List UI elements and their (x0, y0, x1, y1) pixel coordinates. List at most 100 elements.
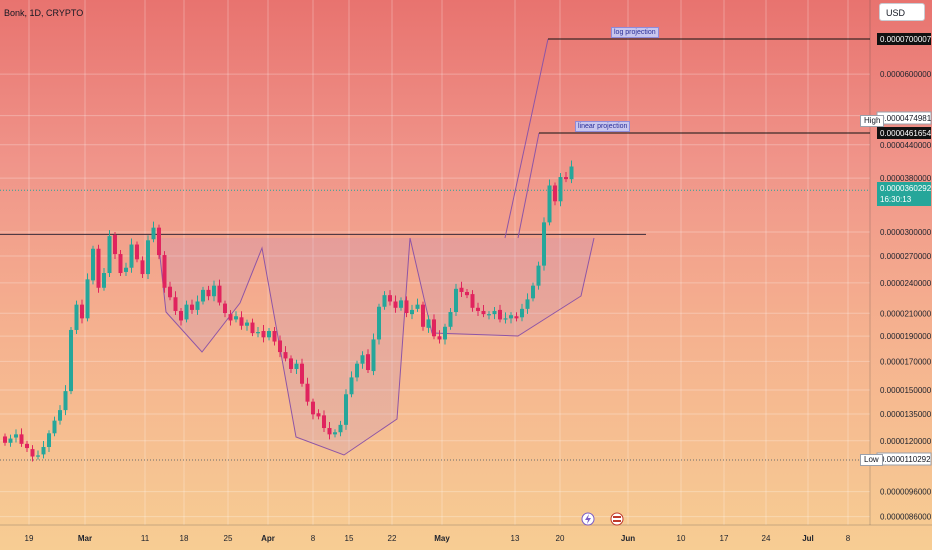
candle[interactable] (547, 185, 552, 223)
candle[interactable] (63, 391, 68, 411)
candle[interactable] (349, 377, 354, 395)
candle[interactable] (234, 316, 238, 320)
candle[interactable] (481, 310, 486, 315)
candle[interactable] (47, 433, 51, 448)
candle[interactable] (223, 303, 227, 314)
candle[interactable] (564, 177, 568, 180)
candle[interactable] (162, 255, 167, 288)
candle[interactable] (569, 166, 574, 180)
candle[interactable] (30, 449, 35, 457)
candle[interactable] (305, 383, 310, 402)
candle[interactable] (14, 434, 18, 438)
candle[interactable] (542, 222, 546, 266)
candle[interactable] (355, 363, 359, 378)
candle[interactable] (492, 310, 497, 315)
candle[interactable] (399, 300, 403, 308)
pattern-outline[interactable] (157, 237, 595, 456)
candle[interactable] (366, 354, 370, 371)
candle[interactable] (322, 415, 326, 429)
candle[interactable] (377, 306, 381, 340)
candle[interactable] (558, 177, 563, 202)
candle[interactable] (459, 287, 464, 292)
candle[interactable] (261, 331, 266, 338)
candle[interactable] (498, 309, 502, 320)
candle[interactable] (514, 316, 519, 319)
candle[interactable] (333, 432, 337, 435)
candle[interactable] (344, 394, 348, 425)
candle[interactable] (393, 301, 398, 308)
candle[interactable] (487, 314, 491, 316)
us-flag-event-icon[interactable] (610, 512, 624, 526)
candle[interactable] (525, 299, 530, 309)
candle[interactable] (245, 322, 249, 326)
candle[interactable] (382, 295, 387, 307)
candle[interactable] (85, 279, 90, 319)
candle[interactable] (58, 410, 62, 421)
candle[interactable] (311, 401, 315, 415)
candle[interactable] (69, 329, 73, 392)
log-projection-label[interactable]: log projection (611, 27, 659, 38)
candle[interactable] (8, 438, 13, 443)
candle[interactable] (41, 447, 46, 455)
candle[interactable] (520, 308, 524, 318)
candle[interactable] (327, 428, 332, 435)
candle[interactable] (19, 434, 24, 444)
linear-projection-leg[interactable] (517, 132, 540, 239)
candle[interactable] (388, 295, 392, 302)
candle[interactable] (503, 318, 508, 320)
candle[interactable] (206, 289, 211, 297)
candle[interactable] (404, 300, 409, 314)
linear-projection-label[interactable]: linear projection (575, 121, 631, 132)
candle[interactable] (91, 248, 95, 281)
candle[interactable] (201, 289, 205, 302)
currency-button[interactable]: USD (879, 3, 925, 21)
candle[interactable] (283, 352, 288, 359)
candle[interactable] (256, 332, 260, 334)
candle[interactable] (190, 304, 194, 310)
candle[interactable] (289, 358, 293, 369)
candle[interactable] (338, 424, 343, 433)
candle[interactable] (410, 309, 414, 315)
candle[interactable] (135, 244, 139, 260)
candle[interactable] (316, 413, 321, 417)
candle[interactable] (239, 317, 244, 326)
candle[interactable] (454, 288, 458, 313)
candle[interactable] (113, 235, 117, 255)
candle[interactable] (80, 304, 84, 319)
candle[interactable] (509, 315, 513, 319)
candle[interactable] (470, 294, 475, 308)
candle[interactable] (173, 297, 178, 311)
candle[interactable] (360, 355, 365, 364)
candle[interactable] (300, 363, 304, 384)
candle[interactable] (36, 455, 40, 457)
candle[interactable] (151, 227, 156, 240)
candle[interactable] (443, 326, 447, 340)
candle[interactable] (3, 436, 7, 443)
candle[interactable] (124, 267, 128, 272)
candle[interactable] (531, 285, 535, 299)
candle[interactable] (140, 260, 145, 275)
candle[interactable] (96, 248, 101, 288)
candle[interactable] (118, 254, 123, 274)
candle[interactable] (25, 443, 29, 449)
candle[interactable] (437, 336, 442, 340)
candle[interactable] (371, 339, 376, 372)
candle[interactable] (476, 307, 480, 311)
candle[interactable] (415, 304, 420, 309)
candle[interactable] (421, 304, 425, 327)
candle[interactable] (228, 314, 233, 321)
candle[interactable] (553, 185, 557, 202)
candle[interactable] (102, 273, 106, 288)
candle[interactable] (448, 312, 453, 327)
candle[interactable] (74, 304, 79, 330)
candle[interactable] (217, 285, 222, 303)
candle[interactable] (536, 265, 541, 286)
candle[interactable] (212, 285, 216, 297)
candles[interactable] (3, 160, 574, 462)
candle[interactable] (168, 286, 172, 298)
candle[interactable] (250, 322, 255, 334)
candle[interactable] (157, 227, 161, 256)
candle[interactable] (278, 340, 282, 353)
